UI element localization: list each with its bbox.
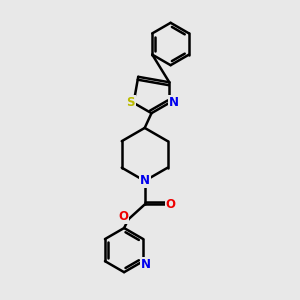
Text: S: S	[126, 96, 135, 110]
Text: N: N	[140, 174, 150, 188]
Text: O: O	[118, 210, 128, 223]
Text: N: N	[169, 96, 179, 110]
Text: N: N	[141, 258, 151, 271]
Text: O: O	[166, 198, 176, 211]
